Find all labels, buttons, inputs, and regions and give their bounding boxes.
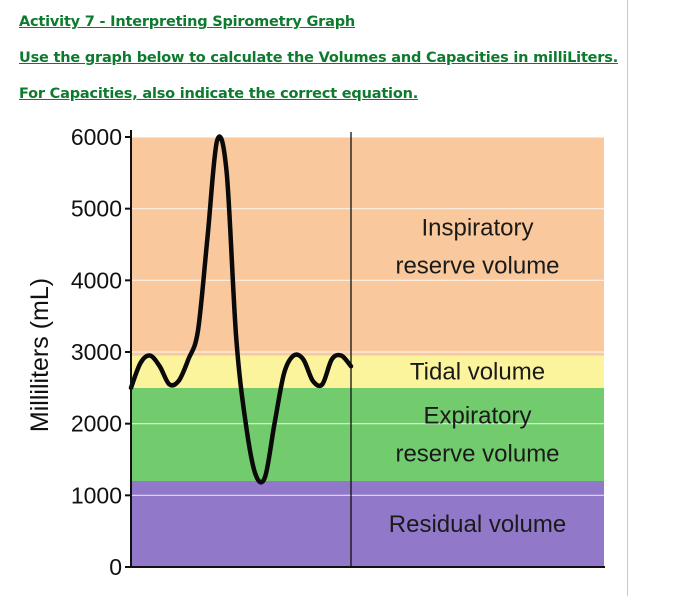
y-tick-label-0: 0 — [109, 554, 122, 580]
curve-layer — [128, 134, 354, 485]
zone-inspiratory-reserve — [131, 137, 604, 356]
y-tick-label-4000: 4000 — [71, 267, 122, 293]
zone-label-expiratory-reserve-0: Expiratory — [423, 402, 531, 429]
zone-expiratory-reserve — [131, 387, 604, 481]
equation-note: For Capacities, also indicate the correc… — [19, 86, 419, 102]
activity-title: Activity 7 - Interpreting Spirometry Gra… — [19, 14, 355, 30]
zone-label-tidal-0: Tidal volume — [410, 359, 545, 386]
page-right-rule — [627, 0, 628, 596]
y-tick-label-6000: 6000 — [71, 124, 122, 150]
y-tick-label-5000: 5000 — [71, 196, 122, 222]
y-axis-title: Milliliters (mL) — [26, 278, 54, 432]
volume-curve-0 — [128, 134, 354, 485]
y-tick-label-2000: 2000 — [71, 411, 122, 437]
zone-label-inspiratory-reserve-1: reserve volume — [395, 252, 559, 279]
zone-label-expiratory-reserve-1: reserve volume — [395, 440, 559, 467]
instruction-text: Use the graph below to calculate the Vol… — [19, 50, 618, 66]
zone-tidal — [131, 355, 604, 388]
zonelabel-layer: Residual volume Expiratory reserve volume T… — [389, 214, 566, 538]
ticklabel-layer: 0 1000 2000 3000 4000 5000 6000 — [71, 124, 122, 580]
zone-label-inspiratory-reserve-0: Inspiratory — [421, 214, 533, 241]
y-tick-label-1000: 1000 — [71, 482, 122, 508]
axis-layer — [125, 130, 605, 568]
y-tick-label-3000: 3000 — [71, 339, 122, 365]
zone-label-residual-0: Residual volume — [389, 511, 566, 538]
